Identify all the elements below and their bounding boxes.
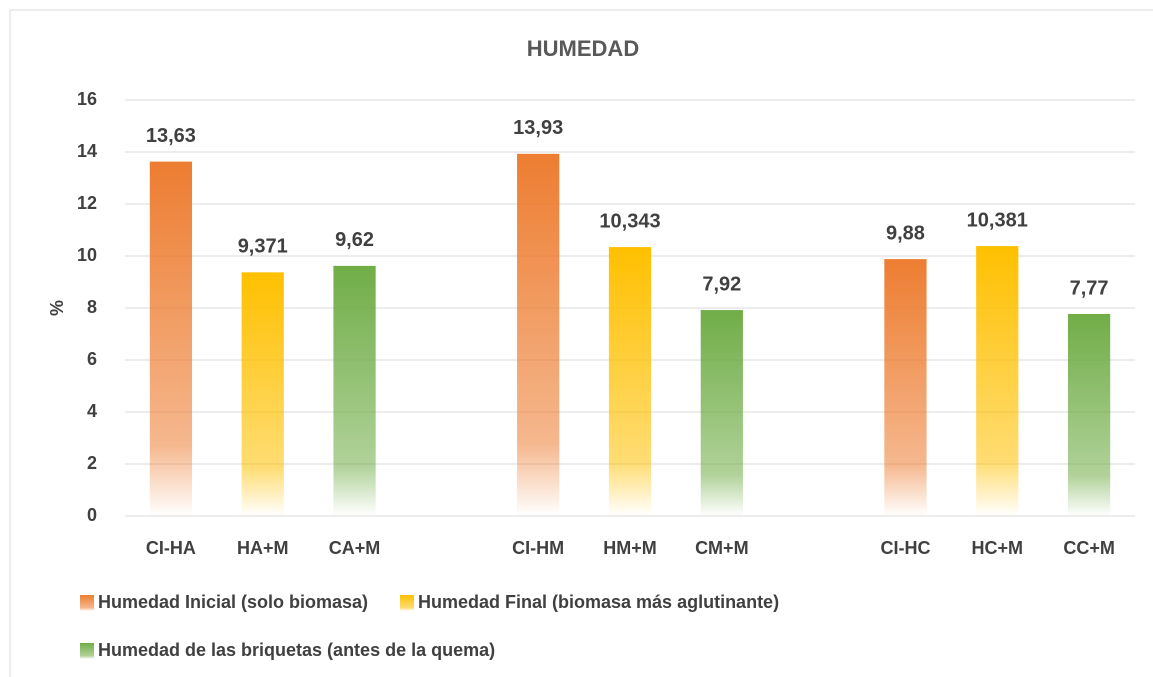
data-label: 10,343 <box>599 210 660 232</box>
data-label: 13,63 <box>146 125 196 147</box>
bar <box>1067 313 1111 516</box>
x-tick-label: CI-HA <box>146 538 196 558</box>
x-tick-label: HM+M <box>603 538 657 558</box>
data-label: 7,77 <box>1070 277 1109 299</box>
x-tick-label: CM+M <box>695 538 749 558</box>
legend-swatch <box>400 595 414 611</box>
y-tick-label: 8 <box>87 297 97 317</box>
y-axis-label: % <box>47 300 67 316</box>
bar <box>333 265 376 516</box>
y-tick-label: 2 <box>87 453 97 473</box>
bar <box>608 247 652 516</box>
bar <box>976 246 1019 516</box>
legend-label: Humedad Final (biomasa más aglutinante) <box>418 592 779 612</box>
data-label: 9,62 <box>335 229 374 251</box>
x-tick-label: CI-HC <box>880 538 930 558</box>
bar <box>884 259 927 516</box>
y-tick-label: 12 <box>77 193 97 213</box>
y-tick-label: 6 <box>87 349 97 369</box>
chart-border <box>9 9 1153 677</box>
data-label: 9,371 <box>238 236 288 258</box>
data-label: 9,88 <box>886 222 925 244</box>
x-tick-label: HC+M <box>972 538 1024 558</box>
y-tick-label: 14 <box>77 141 97 161</box>
x-tick-label: CC+M <box>1063 538 1115 558</box>
bar <box>517 153 560 516</box>
data-label: 10,381 <box>967 209 1028 231</box>
legend-label: Humedad de las briquetas (antes de la qu… <box>98 640 495 660</box>
y-tick-label: 16 <box>77 89 97 109</box>
x-tick-label: HA+M <box>237 538 289 558</box>
legend-swatch <box>80 595 94 611</box>
bar <box>700 310 743 516</box>
legend-label: Humedad Inicial (solo biomasa) <box>98 592 368 612</box>
data-label: 7,92 <box>702 273 741 295</box>
y-tick-label: 4 <box>87 401 97 421</box>
bar <box>149 161 193 516</box>
chart-title: HUMEDAD <box>527 36 639 61</box>
x-tick-label: CA+M <box>329 538 381 558</box>
x-tick-label: CI-HM <box>512 538 564 558</box>
data-label: 13,93 <box>513 117 563 139</box>
y-tick-label: 0 <box>87 505 97 525</box>
bar <box>241 272 284 516</box>
legend-swatch <box>80 643 94 659</box>
y-tick-label: 10 <box>77 245 97 265</box>
